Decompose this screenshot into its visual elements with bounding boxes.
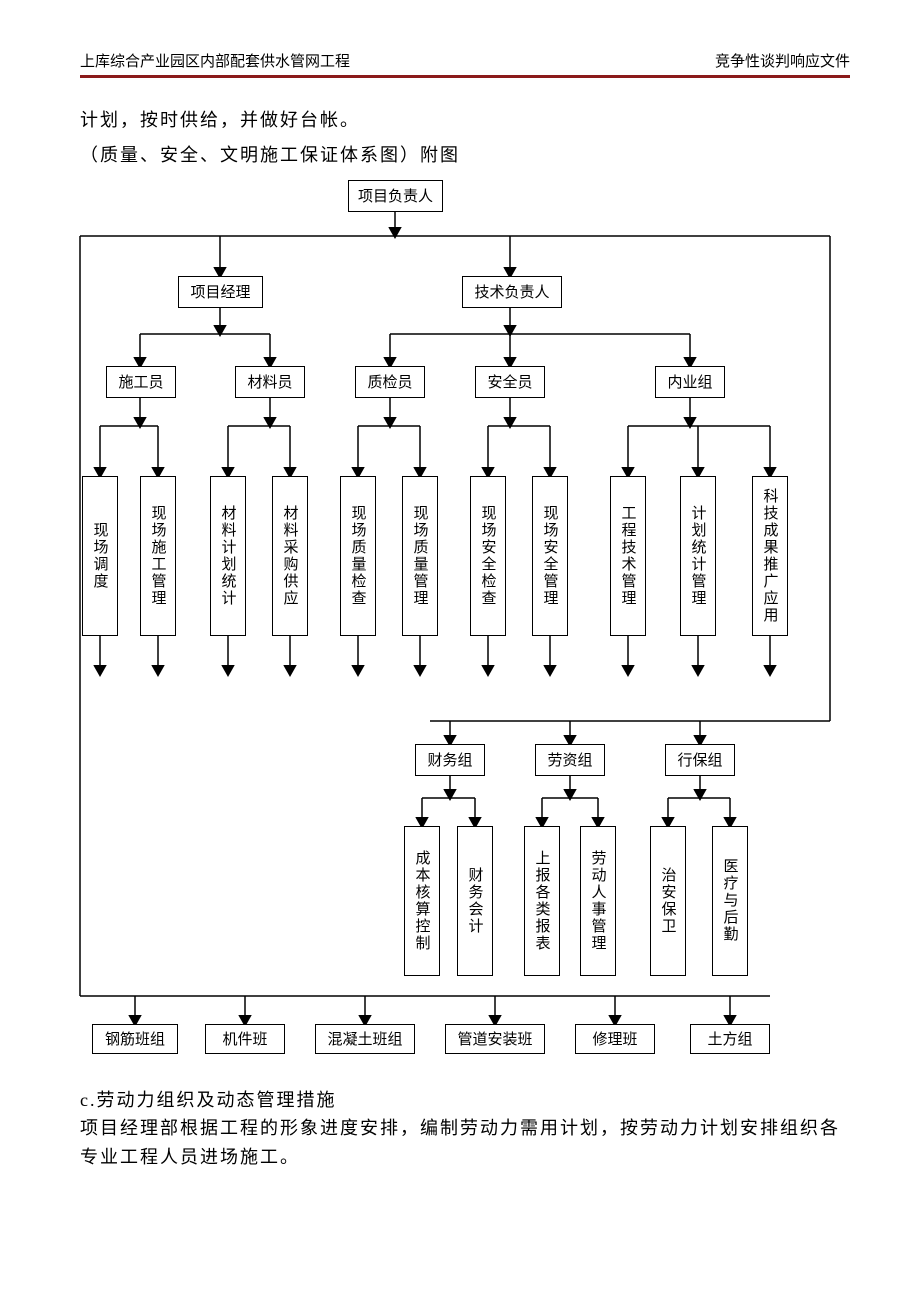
node-l3-1: 施工员: [106, 366, 176, 398]
leaf1-3: 材料采购供应: [272, 476, 308, 636]
leaf2-2: 上报各类报表: [524, 826, 560, 976]
header-left: 上库综合产业园区内部配套供水管网工程: [80, 50, 350, 71]
leaf2-5: 医疗与后勤: [712, 826, 748, 976]
org-chart: 项目负责人 项目经理 技术负责人 施工员 材料员 质检员 安全员 内业组 现场调…: [70, 176, 840, 1066]
bottom-5: 土方组: [690, 1024, 770, 1054]
node-pm: 项目经理: [178, 276, 263, 308]
bottom-4: 修理班: [575, 1024, 655, 1054]
footer-heading: c.劳动力组织及动态管理措施: [80, 1086, 850, 1115]
node-l3-4: 安全员: [475, 366, 545, 398]
node-top: 项目负责人: [348, 180, 443, 212]
bottom-3: 管道安装班: [445, 1024, 545, 1054]
node-l3-3: 质检员: [355, 366, 425, 398]
leaf1-6: 现场安全检查: [470, 476, 506, 636]
leaf1-4: 现场质量检查: [340, 476, 376, 636]
leaf2-4: 治安保卫: [650, 826, 686, 976]
footer-body: 项目经理部根据工程的形象进度安排，编制劳动力需用计划，按劳动力计划安排组织各专业…: [80, 1114, 850, 1172]
bottom-1: 机件班: [205, 1024, 285, 1054]
leaf1-0: 现场调度: [82, 476, 118, 636]
leaf1-2: 材料计划统计: [210, 476, 246, 636]
header-right: 竞争性谈判响应文件: [715, 50, 850, 71]
leaf1-10: 科技成果推广应用: [752, 476, 788, 636]
leaf2-3: 劳动人事管理: [580, 826, 616, 976]
bottom-0: 钢筋班组: [92, 1024, 178, 1054]
leaf1-7: 现场安全管理: [532, 476, 568, 636]
leaf1-8: 工程技术管理: [610, 476, 646, 636]
intro-line-2: （质量、安全、文明施工保证体系图）附图: [80, 141, 850, 170]
leaf2-1: 财务会计: [457, 826, 493, 976]
intro-line-1: 计划，按时供给，并做好台帐。: [80, 106, 850, 135]
leaf1-5: 现场质量管理: [402, 476, 438, 636]
leaf1-9: 计划统计管理: [680, 476, 716, 636]
bottom-2: 混凝土班组: [315, 1024, 415, 1054]
page-header: 上库综合产业园区内部配套供水管网工程 竞争性谈判响应文件: [80, 50, 850, 78]
mid-group-1: 劳资组: [535, 744, 605, 776]
node-l3-5: 内业组: [655, 366, 725, 398]
mid-group-2: 行保组: [665, 744, 735, 776]
node-l3-2: 材料员: [235, 366, 305, 398]
node-tech-lead: 技术负责人: [462, 276, 562, 308]
leaf2-0: 成本核算控制: [404, 826, 440, 976]
leaf1-1: 现场施工管理: [140, 476, 176, 636]
mid-group-0: 财务组: [415, 744, 485, 776]
